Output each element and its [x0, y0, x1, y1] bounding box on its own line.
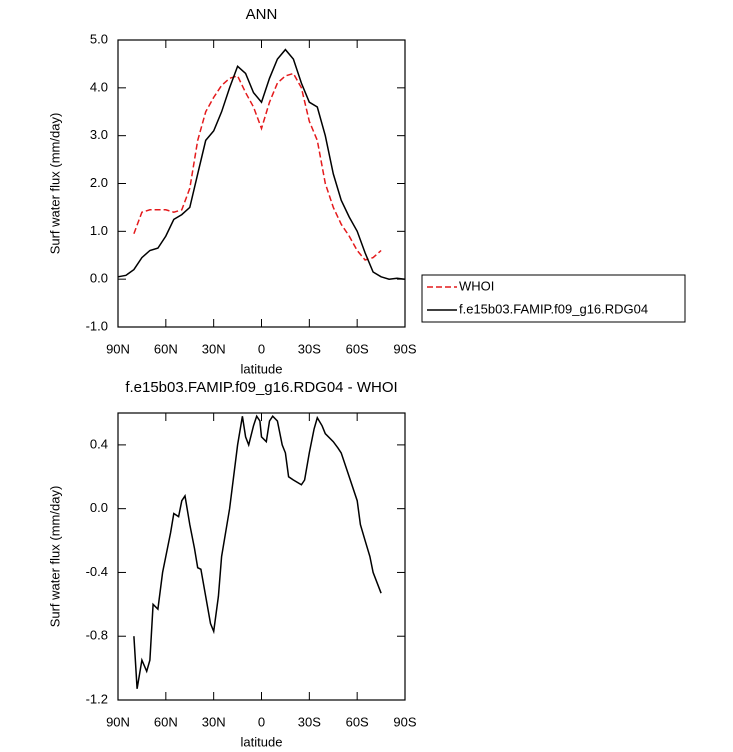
- legend-label: WHOI: [459, 278, 494, 293]
- y-tick-label: 4.0: [90, 79, 108, 94]
- plot-frame: [117, 412, 406, 701]
- y-tick-label: -1.0: [86, 318, 108, 333]
- data-line: [117, 48, 406, 280]
- data-line: [133, 72, 382, 261]
- x-tick-label: 30S: [298, 341, 321, 356]
- x-tick-label: 60N: [154, 714, 178, 729]
- x-axis-label: latitude: [241, 734, 283, 749]
- x-tick-label: 60S: [346, 341, 369, 356]
- y-axis-label: Surf water flux (mm/day): [47, 486, 62, 628]
- y-tick-label: 5.0: [90, 31, 108, 46]
- y-tick-label: -1.2: [86, 691, 108, 706]
- legend-label: f.e15b03.FAMIP.f09_g16.RDG04: [459, 301, 648, 316]
- y-tick-label: -0.8: [86, 628, 108, 643]
- x-tick-label: 90S: [393, 341, 416, 356]
- y-tick-label: 0.0: [90, 500, 108, 515]
- y-tick-label: 0.0: [90, 271, 108, 286]
- y-tick-label: 3.0: [90, 127, 108, 142]
- data-line: [133, 414, 382, 689]
- x-tick-label: 30S: [298, 714, 321, 729]
- x-tick-label: 30N: [202, 714, 226, 729]
- x-tick-label: 90N: [106, 341, 130, 356]
- y-tick-label: -0.4: [86, 564, 108, 579]
- x-tick-label: 90S: [393, 714, 416, 729]
- y-tick-label: 2.0: [90, 175, 108, 190]
- x-tick-label: 30N: [202, 341, 226, 356]
- y-axis-label: Surf water flux (mm/day): [47, 113, 62, 255]
- x-tick-label: 0: [258, 341, 265, 356]
- y-tick-label: 1.0: [90, 223, 108, 238]
- y-tick-label: 0.4: [90, 436, 108, 451]
- x-tick-label: 90N: [106, 714, 130, 729]
- chart-title: ANN: [246, 6, 278, 23]
- x-axis-label: latitude: [241, 361, 283, 376]
- chart-title: f.e15b03.FAMIP.f09_g16.RDG04 - WHOI: [125, 379, 397, 396]
- plot-frame: [117, 39, 406, 328]
- x-tick-label: 60N: [154, 341, 178, 356]
- x-tick-label: 60S: [346, 714, 369, 729]
- x-tick-label: 0: [258, 714, 265, 729]
- legend-box: [421, 274, 686, 323]
